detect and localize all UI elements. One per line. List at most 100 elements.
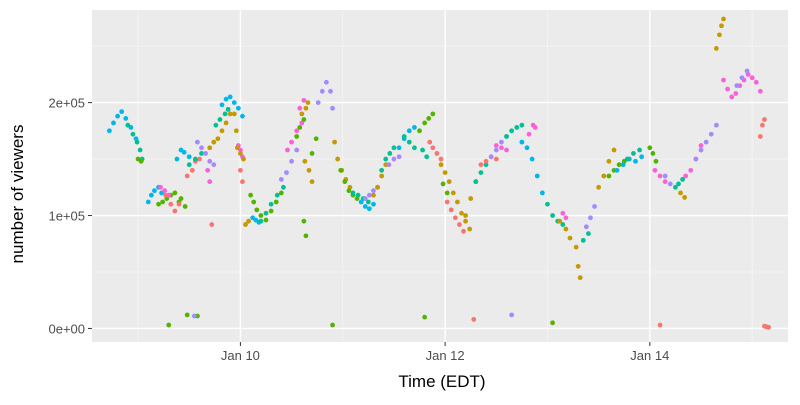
data-point [455, 199, 460, 205]
data-point [563, 226, 569, 232]
data-point [225, 106, 231, 112]
data-point [172, 208, 178, 214]
data-point [601, 173, 607, 179]
data-point [430, 111, 436, 117]
data-point [713, 45, 719, 51]
data-point [633, 158, 638, 164]
data-point [184, 312, 190, 318]
data-point [444, 190, 450, 196]
data-point [467, 226, 473, 232]
data-point [186, 162, 192, 168]
data-point [725, 86, 731, 92]
data-point [575, 263, 581, 269]
data-point [330, 322, 335, 328]
data-point [186, 154, 192, 160]
data-point [461, 228, 466, 234]
data-point [346, 188, 352, 194]
data-point [483, 158, 489, 164]
data-point [273, 199, 279, 205]
data-point [231, 100, 237, 105]
data-point [446, 179, 452, 185]
data-point [303, 105, 309, 111]
data-point [657, 173, 663, 179]
data-point [203, 151, 209, 156]
data-point [713, 122, 719, 128]
data-point [650, 151, 656, 156]
data-point [223, 120, 229, 126]
data-point [427, 139, 433, 145]
data-point [375, 184, 380, 190]
data-point [119, 109, 125, 115]
data-point [323, 79, 329, 85]
data-point [647, 145, 653, 151]
data-point [371, 201, 376, 207]
data-point [478, 170, 484, 176]
data-point [434, 151, 440, 156]
data-point [631, 151, 636, 156]
data-point [662, 179, 668, 185]
data-point [412, 125, 417, 130]
data-point [424, 154, 430, 160]
y-tick-label: 1e+05 [48, 209, 85, 224]
data-point [294, 147, 300, 153]
data-point [211, 139, 217, 145]
data-point [744, 68, 750, 74]
data-point [365, 199, 371, 205]
data-point [450, 190, 456, 196]
data-point [757, 134, 763, 139]
data-point [721, 77, 726, 83]
data-point [721, 16, 726, 22]
data-point [158, 184, 163, 190]
data-point [606, 158, 612, 164]
data-point [223, 96, 229, 102]
data-point [657, 322, 663, 328]
data-point [189, 167, 195, 173]
data-point [268, 201, 274, 207]
data-point [371, 192, 376, 198]
data-point [209, 222, 215, 227]
data-point [749, 75, 755, 81]
data-points [107, 16, 771, 330]
data-point [207, 158, 213, 164]
data-point [174, 156, 180, 162]
data-point [358, 199, 364, 205]
data-point [145, 199, 151, 205]
data-point [616, 162, 622, 168]
data-point [362, 196, 368, 201]
data-point [753, 79, 759, 85]
data-point [163, 192, 169, 198]
data-point [251, 199, 257, 205]
data-point [637, 147, 642, 153]
data-point [580, 237, 586, 243]
data-point [211, 162, 217, 168]
data-point [162, 188, 168, 194]
data-point [673, 184, 678, 190]
data-point [191, 313, 197, 319]
data-point [560, 222, 566, 227]
data-point [125, 122, 131, 128]
data-point [532, 125, 538, 130]
data-point [297, 125, 303, 130]
data-point [222, 111, 228, 117]
data-point [182, 204, 188, 209]
data-point [274, 192, 280, 198]
data-point [448, 207, 454, 213]
data-point [620, 162, 626, 168]
data-point [588, 215, 593, 221]
x-tick-label: Jan 12 [426, 348, 465, 363]
data-point [478, 162, 484, 168]
data-point [499, 145, 504, 151]
data-point [493, 143, 499, 148]
data-point [289, 158, 294, 164]
data-point [243, 222, 248, 227]
data-point [152, 188, 157, 194]
major-grid [92, 10, 788, 342]
data-point [130, 131, 136, 137]
data-point [366, 206, 372, 212]
data-point [168, 201, 174, 207]
data-point [499, 139, 504, 145]
data-point [233, 128, 239, 134]
data-point [156, 201, 161, 207]
data-point [463, 213, 468, 218]
